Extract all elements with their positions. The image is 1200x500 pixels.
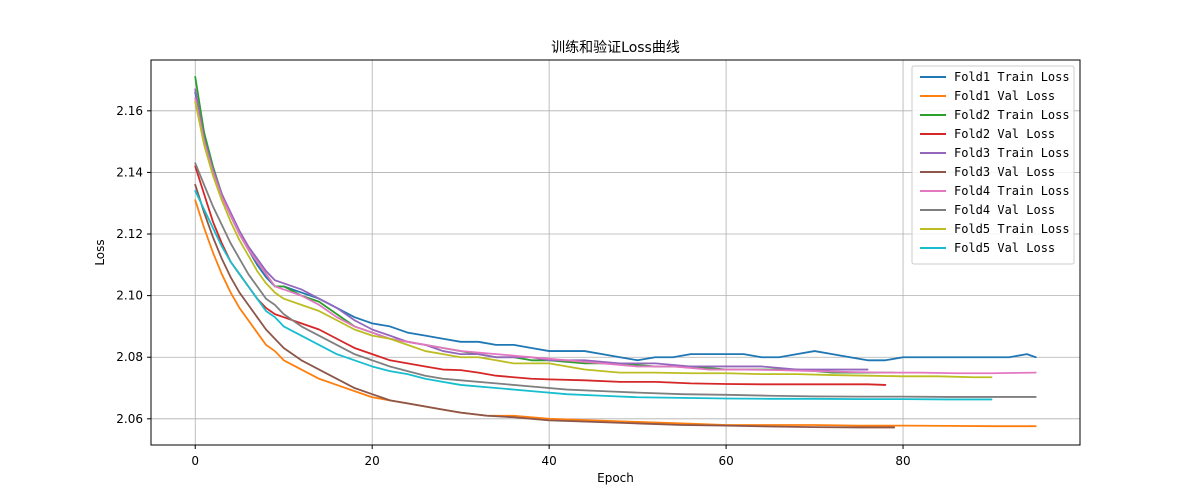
legend-box [911, 65, 1075, 265]
legend-entry-label: Fold3 Val Loss [954, 165, 1055, 179]
x-tick-label: 80 [895, 454, 910, 468]
series-line-8 [194, 162, 1037, 398]
y-axis-label: Loss [93, 239, 107, 265]
series-line-6 [194, 183, 896, 429]
legend-entry-label: Fold3 Train Loss [954, 146, 1070, 160]
legend-entry-label: Fold4 Val Loss [954, 203, 1055, 217]
x-tick-label: 20 [365, 454, 380, 468]
legend-entry-label: Fold2 Train Loss [954, 108, 1070, 122]
plot-area-frame [150, 59, 1081, 446]
chart-title: 训练和验证Loss曲线 [551, 40, 680, 56]
x-tick-label: 60 [718, 454, 733, 468]
series-line-10 [194, 190, 993, 401]
y-tick-label: 2.12 [116, 227, 143, 241]
ticks: 0 20 40 60 80 2.06 2.08 2.10 2.12 2.14 2.16 [116, 104, 910, 468]
y-tick-label: 2.08 [116, 350, 143, 364]
series-lines [194, 76, 1037, 429]
x-axis-label: Epoch [597, 471, 634, 485]
y-tick-label: 2.16 [116, 104, 143, 118]
legend-entry-label: Fold1 Train Loss [954, 70, 1070, 84]
y-tick-label: 2.10 [116, 289, 143, 303]
legend-entry-label: Fold1 Val Loss [954, 89, 1055, 103]
y-tick-label: 2.06 [116, 412, 143, 426]
series-line-9 [194, 100, 993, 379]
legend-entry-label: Fold4 Train Loss [954, 184, 1070, 198]
x-tick-label: 0 [191, 454, 199, 468]
legend: Fold1 Train Loss Fold1 Val Loss Fold2 Trai… [911, 65, 1075, 265]
y-tick-label: 2.14 [116, 165, 143, 179]
series-line-7 [194, 97, 1037, 375]
legend-entry-label: Fold5 Train Loss [954, 222, 1070, 236]
legend-entry-label: Fold2 Val Loss [954, 127, 1055, 141]
x-tick-label: 40 [542, 454, 557, 468]
legend-entry-label: Fold5 Val Loss [954, 241, 1055, 255]
